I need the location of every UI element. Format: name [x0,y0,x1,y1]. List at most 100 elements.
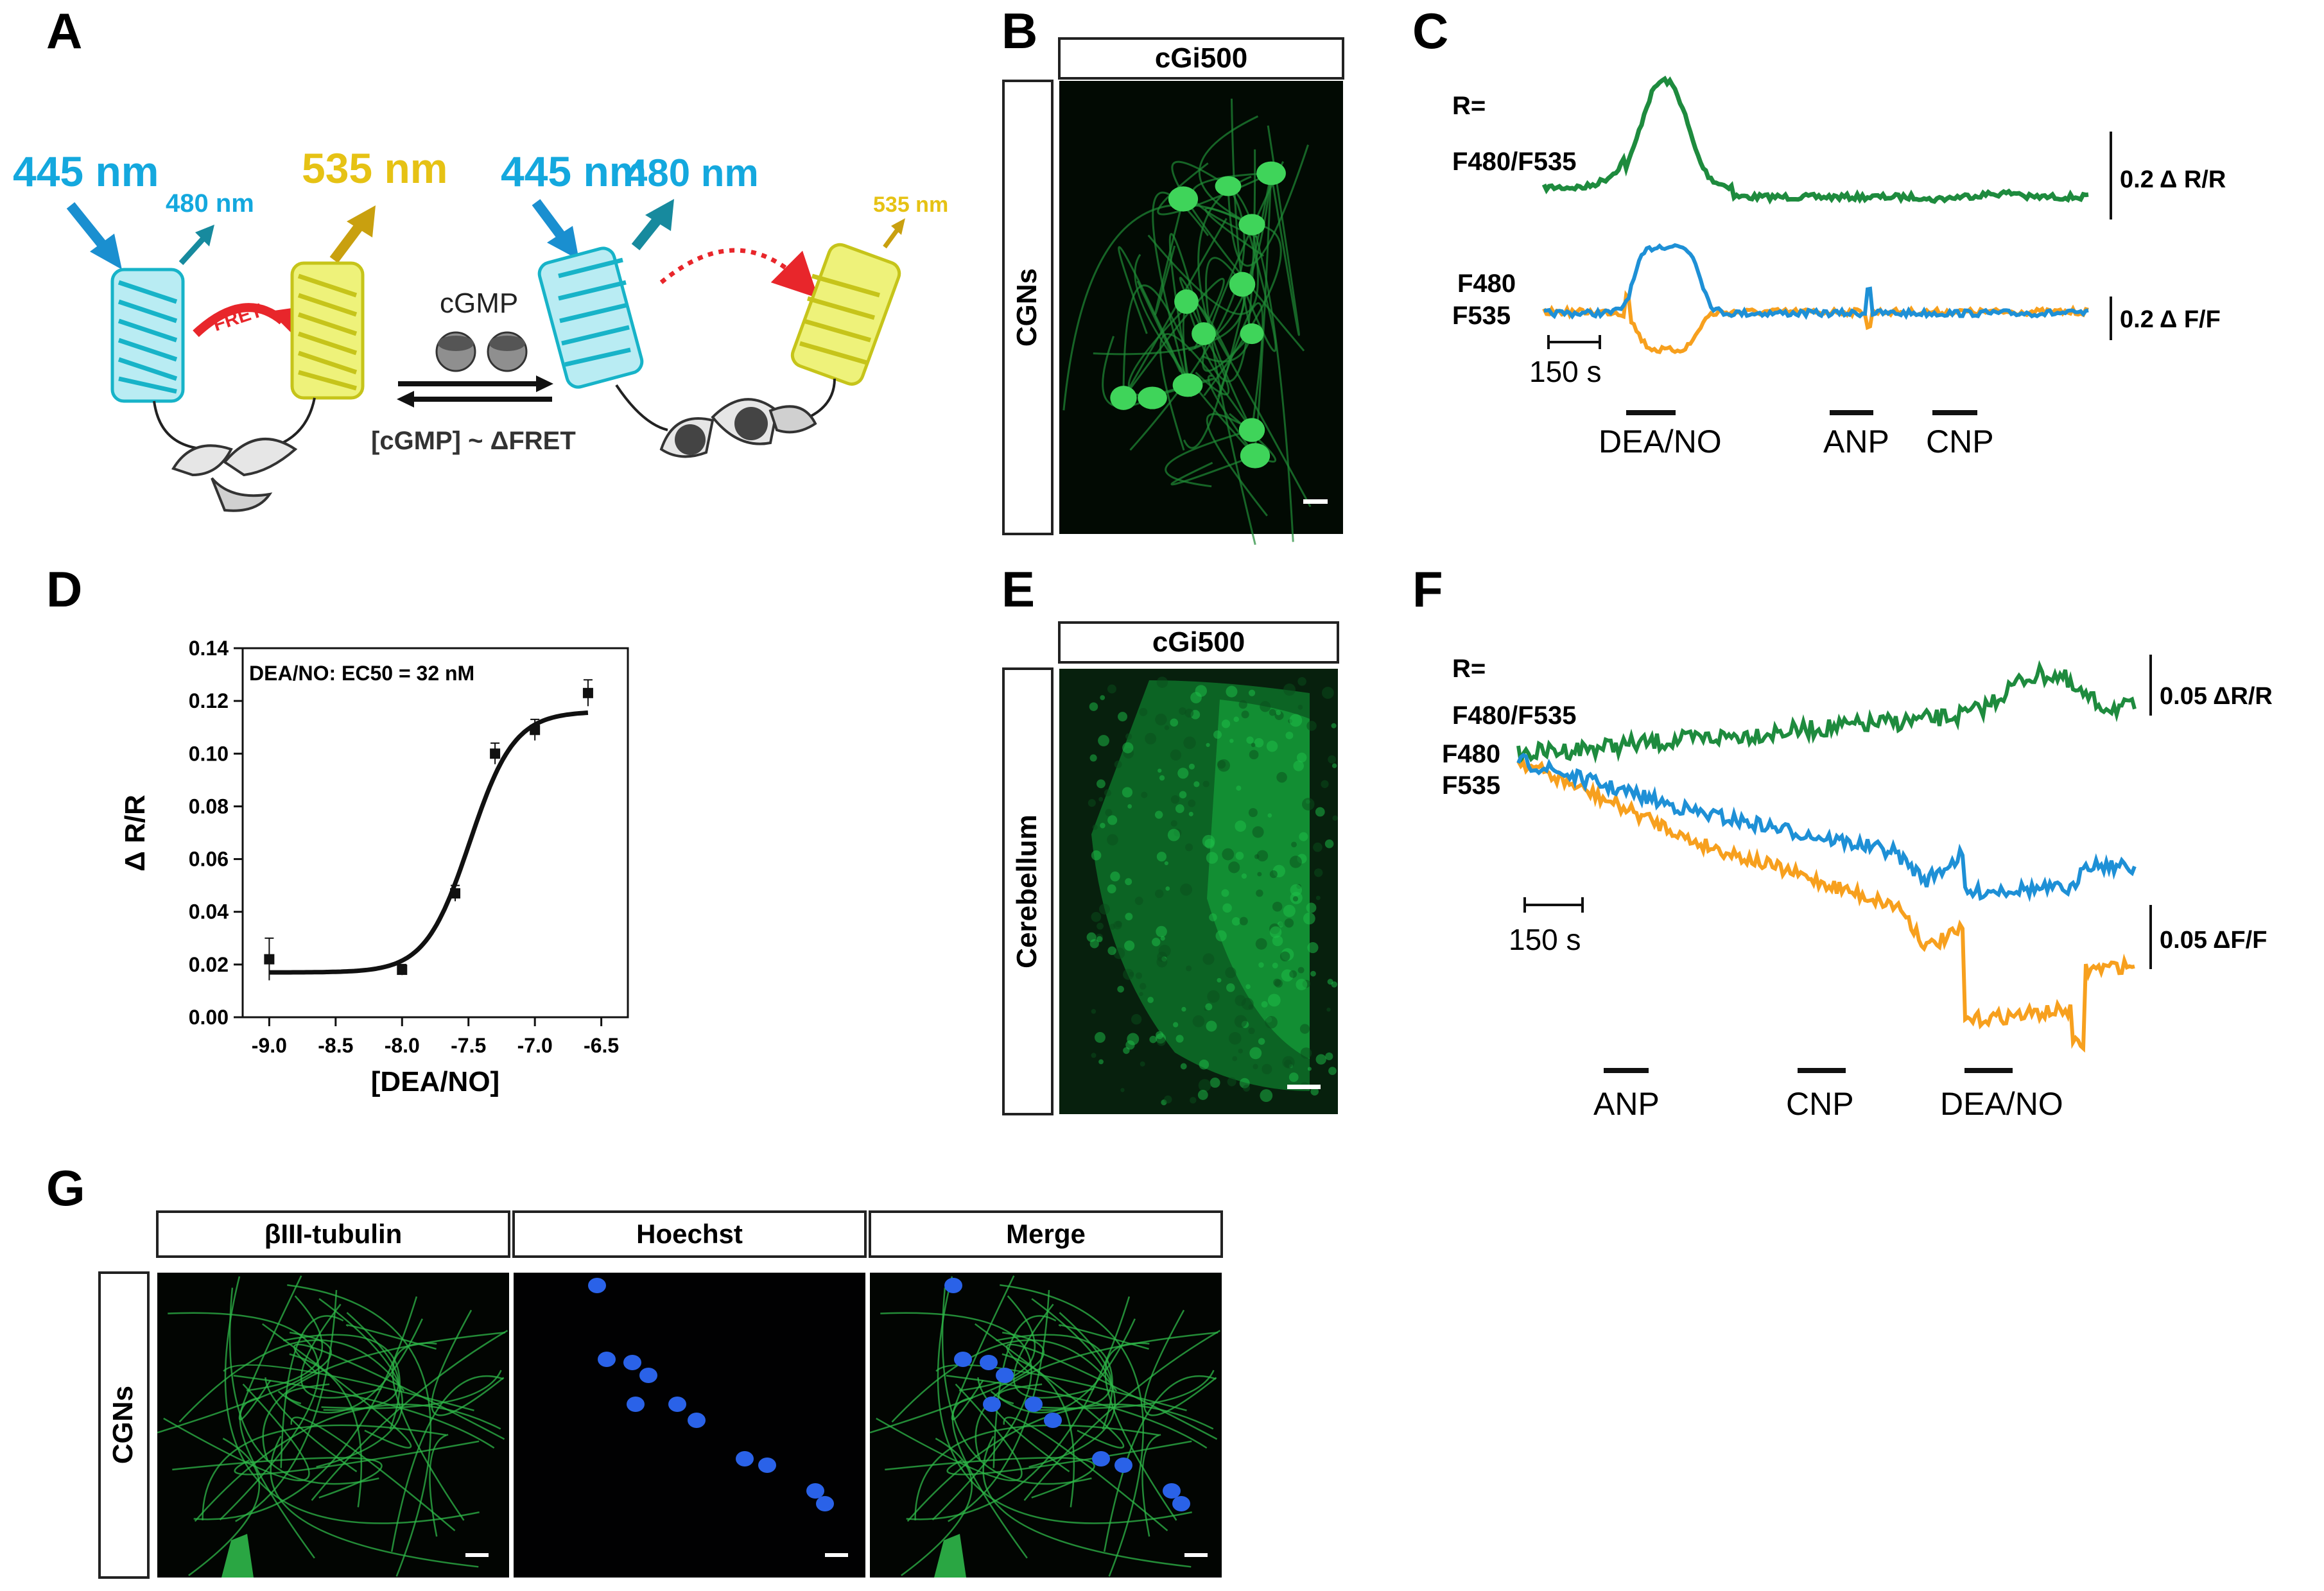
tissue-speckle [1328,755,1336,764]
c-f480-trace [1543,243,2089,320]
fiber [287,1284,431,1577]
tissue-speckle [1266,741,1278,752]
tissue-speckle [1125,733,1132,740]
tissue-speckle [1158,945,1171,958]
panel-label-e: E [1002,561,1035,617]
fiber [194,1404,501,1522]
panel-label-f: F [1412,561,1443,617]
tissue-speckle [1222,848,1235,861]
fiber [239,1397,315,1559]
neurite [1267,125,1300,336]
panel-e-image-group: cGi500 Cerebellum [1002,621,1339,1115]
tissue-speckle [1234,1015,1247,1028]
nucleus [627,1397,645,1412]
x-tick-label: -9.0 [252,1034,287,1057]
tissue-speckle [1326,1007,1331,1012]
tissue-speckle [1167,829,1181,841]
nucleus [1025,1397,1043,1412]
tissue-speckle [1089,939,1099,949]
data-point [582,687,593,698]
tissue-speckle [1283,683,1296,696]
tissue-speckle [1226,983,1235,992]
fiber [1006,1343,1218,1440]
c-f535-label: F535 [1452,302,1511,330]
panel-b-header-box [1058,37,1344,80]
tissue-speckle [1147,997,1154,1003]
emission-480-small-arrow [178,234,208,266]
tissue-speckle [1331,981,1338,988]
tissue-speckle [1215,930,1227,942]
panel-e-side-label: Cerebellum [1011,814,1043,968]
tissue-speckle [1175,1035,1184,1043]
neurite [1134,254,1256,457]
tissue-speckle [1222,903,1232,913]
tissue-speckle [1173,1022,1179,1028]
neurite [1198,115,1259,226]
tissue-speckle [1089,754,1097,762]
tissue-speckle [1122,742,1134,753]
tissue-speckle [1236,786,1242,791]
tissue-speckle [1238,700,1247,709]
nucleus [980,1355,998,1370]
cfp-barrel-left [110,268,185,403]
tissue-speckle [1246,736,1254,744]
tissue-speckle [1260,1089,1273,1102]
tissue-speckle [1149,1035,1157,1044]
tissue-speckle [1314,868,1323,877]
tissue-speckle [1332,815,1338,821]
tissue-speckle [1221,889,1229,897]
c-f480-label: F480 [1457,270,1516,298]
tissue-speckle [1225,967,1236,979]
tissue-speckle [1107,834,1118,846]
tissue-speckle [1209,913,1217,922]
fiber [1003,1416,1168,1531]
cfp-barrel-right [537,246,644,389]
reduced-fret-arrow [659,248,819,298]
cgmp-binding-domain-right [615,378,836,458]
tissue-speckle [1131,1014,1142,1025]
tissue-speckle [1202,953,1215,965]
panel-e-header: cGi500 [1152,626,1245,658]
tissue-speckle [1164,1095,1172,1104]
tissue-speckle [1248,1028,1255,1035]
tissue-speckle [1321,780,1329,788]
emission-535-small-arrow [883,226,901,249]
tissue-speckle [1331,723,1337,728]
x-tick-label: -6.5 [584,1034,619,1057]
tissue-speckle [1306,902,1317,913]
tissue-speckle [1175,804,1184,813]
tissue-speckle [1207,990,1220,1003]
neurite [1202,161,1285,372]
tissue-speckle [1213,730,1222,739]
f-stim-label-deano: DEA/NO [1940,1086,2063,1122]
scale-bar-g2 [825,1553,848,1557]
hoechst-header-box [512,1210,867,1258]
tissue-speckle [1152,938,1161,947]
hoechst-header: Hoechst [636,1219,743,1249]
data-point [450,888,461,899]
tissue-speckle [1315,807,1325,817]
tissue-speckle [1276,710,1281,716]
nucleus [816,1496,834,1511]
y-tick-label: 0.12 [189,689,229,712]
y-tick-label: 0.02 [189,953,229,976]
neurite [1122,277,1225,399]
excitation-left-arrowhead [90,234,122,270]
cgmp-label: cGMP [440,288,518,319]
tissue-speckle [1123,968,1134,980]
panel-f-traces: R= F480/F535 F480 F535 0.05 ΔR/R 0.05 ΔF… [1442,655,2273,1122]
tissue-speckle [1204,838,1215,849]
tissue-speckle [1249,1047,1262,1060]
tissue-speckle [1299,832,1308,841]
tissue-speckle [1255,938,1267,950]
tubulin-fibers [157,1275,508,1578]
neuron-soma [1110,386,1137,410]
nucleus [944,1278,962,1293]
tissue-speckle [1303,912,1315,925]
nucleus [996,1368,1014,1383]
fret-schematic: 445 nm 480 nm 535 nm FRET [13,144,948,512]
tissue-speckle [1185,843,1193,852]
tissue-speckle [1139,992,1143,996]
tissue-speckle [1092,824,1098,830]
